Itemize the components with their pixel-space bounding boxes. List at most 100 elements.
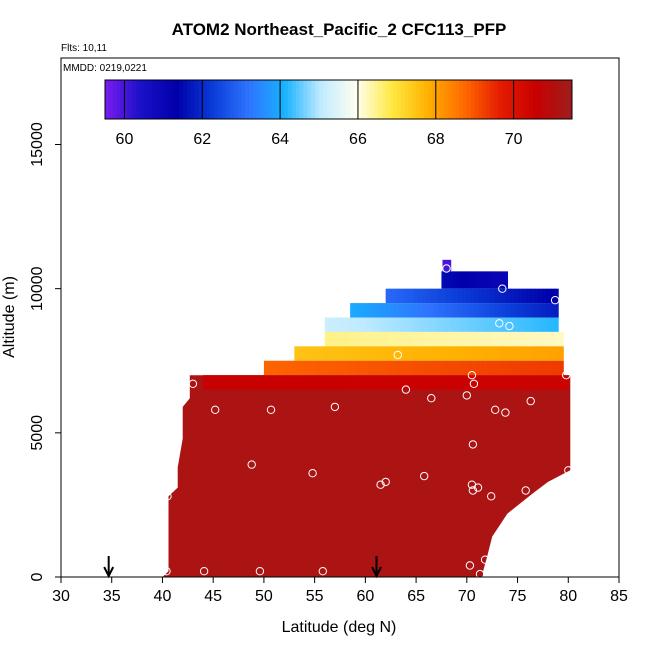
field-cell — [451, 331, 457, 347]
field-cell — [302, 346, 307, 361]
field-cell — [380, 331, 385, 347]
colorbar-cell — [494, 80, 499, 119]
field-cell — [375, 375, 381, 390]
field-cell — [354, 346, 360, 361]
sample-point — [211, 405, 220, 414]
field-cell — [487, 360, 492, 376]
field-cell — [405, 317, 410, 332]
field-cell — [447, 360, 453, 376]
field-cell — [491, 360, 496, 376]
field-cell — [474, 303, 479, 318]
colorbar-cell — [307, 80, 312, 119]
field-cell — [465, 288, 471, 304]
colorbar-cell — [490, 80, 495, 119]
colorbar-cell — [412, 80, 417, 119]
field-cell — [294, 346, 299, 361]
sample-point — [462, 391, 471, 400]
field-cell — [440, 331, 445, 347]
field-cell — [506, 303, 511, 318]
field-cell — [463, 360, 469, 376]
field-cell — [531, 360, 536, 376]
field-cell — [564, 375, 569, 390]
field-cell — [495, 331, 501, 347]
field-cell — [427, 360, 433, 376]
colorbar-cell — [439, 80, 445, 119]
colorbar-cell — [369, 80, 375, 119]
field-cell — [513, 317, 519, 332]
sample-point — [163, 492, 172, 501]
field-cell — [402, 303, 407, 318]
field-cell — [467, 360, 473, 376]
field-cell — [350, 346, 356, 361]
colorbar-cell — [392, 80, 398, 119]
field-cell — [315, 375, 321, 390]
field-cell — [547, 346, 552, 361]
field-cell — [511, 331, 517, 347]
field-cell — [328, 317, 334, 332]
field-cell — [438, 303, 443, 318]
field-cell — [368, 331, 374, 347]
field-cell — [434, 303, 439, 318]
colorbar-cell — [377, 80, 382, 119]
field-cell — [470, 346, 476, 361]
field-cell — [539, 346, 544, 361]
field-cell — [510, 288, 515, 304]
field-cell — [324, 317, 330, 332]
field-cell — [526, 288, 531, 304]
field-cell — [352, 317, 358, 332]
field-cell — [219, 375, 224, 390]
field-cell — [551, 331, 556, 347]
colorbar-cell — [116, 80, 122, 119]
field-cell — [239, 375, 244, 390]
field-cell — [311, 360, 317, 376]
sample-point — [501, 408, 510, 417]
field-cell — [407, 375, 413, 390]
field-cell — [336, 331, 342, 347]
field-cell — [556, 375, 561, 390]
colorbar-cell — [268, 80, 273, 119]
field-cell — [445, 317, 451, 332]
field-cell — [475, 360, 480, 376]
field-cell — [458, 303, 463, 318]
colorbar-cell — [361, 80, 367, 119]
colorbar-cell — [241, 80, 246, 119]
field-cell — [410, 346, 416, 361]
field-cell — [490, 303, 495, 318]
colorbar-cell — [186, 80, 192, 119]
field-cell — [417, 317, 422, 332]
sample-point — [473, 483, 483, 492]
colorbar-cell — [381, 80, 386, 119]
colorbar-cell — [330, 80, 336, 119]
x-tick-label: 75 — [509, 588, 527, 605]
colorbar-cell — [252, 80, 258, 119]
field-cell — [389, 317, 394, 332]
field-cell — [483, 360, 488, 376]
field-cell — [487, 331, 493, 347]
field-cell — [346, 346, 352, 361]
field-cell — [332, 331, 338, 347]
sample-point — [376, 480, 385, 489]
colorbar-cell — [284, 80, 289, 119]
field-cell — [530, 303, 535, 318]
field-cell — [298, 346, 303, 361]
field-cell — [404, 331, 409, 347]
field-cell — [543, 360, 548, 376]
field-cell — [462, 303, 467, 318]
field-cell — [319, 360, 325, 376]
field-cell — [478, 271, 484, 289]
field-cell — [490, 346, 496, 361]
field-cell — [469, 288, 475, 304]
field-cell — [409, 317, 414, 332]
sample-point — [475, 569, 485, 577]
y-axis-label: Altitude (m) — [1, 276, 18, 358]
field-cell — [363, 360, 369, 376]
colorbar-cell — [167, 80, 172, 119]
sample-point — [318, 567, 327, 576]
field-cell — [247, 375, 252, 390]
field-cell — [441, 288, 447, 304]
colorbar-cell — [202, 80, 207, 119]
field-cell — [547, 331, 552, 347]
field-cell — [287, 360, 293, 376]
field-cell — [543, 346, 548, 361]
field-cell — [350, 303, 355, 318]
